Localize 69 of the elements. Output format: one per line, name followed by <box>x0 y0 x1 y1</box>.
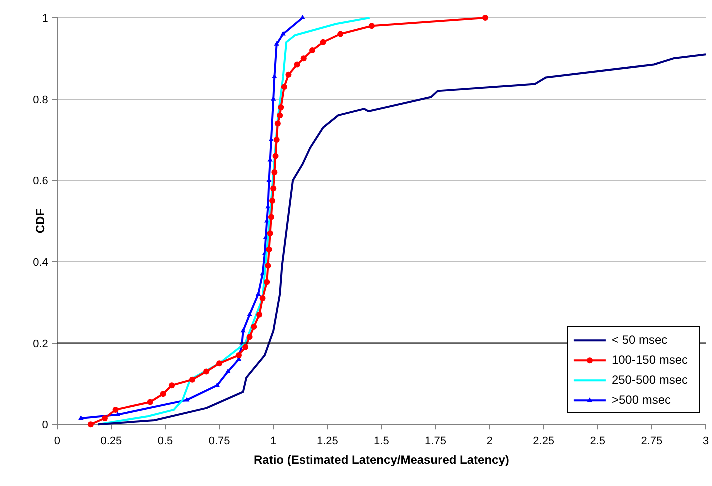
point <box>270 186 277 192</box>
point <box>368 23 375 30</box>
point <box>264 279 270 286</box>
point <box>278 104 284 110</box>
point <box>102 416 108 422</box>
point <box>310 48 316 54</box>
point <box>204 368 210 375</box>
x-tick-label: 3 <box>702 436 710 448</box>
point <box>274 41 280 46</box>
y-tick-label: 0.4 <box>33 256 48 269</box>
point <box>236 352 242 358</box>
point <box>294 62 300 68</box>
x-tick-label: 0.5 <box>158 436 174 448</box>
point <box>246 334 253 340</box>
y-axis-title: CDF <box>34 208 48 234</box>
x-tick-label: 2.75 <box>641 436 663 448</box>
point <box>300 56 307 62</box>
point <box>265 263 272 270</box>
point <box>277 112 284 119</box>
point <box>482 15 488 21</box>
x-axis-title: Ratio (Estimated Latency/Measured Latency) <box>254 453 510 468</box>
y-tick-label: 0.8 <box>33 94 48 106</box>
point <box>160 391 166 398</box>
point <box>112 406 119 413</box>
x-tick-label: 0.25 <box>100 436 122 448</box>
point <box>300 15 306 20</box>
x-tick-label: 0 <box>54 436 60 448</box>
point <box>272 170 278 176</box>
point <box>256 312 263 318</box>
point <box>147 399 154 406</box>
point <box>190 376 196 383</box>
legend-label: 100-150 msec <box>612 352 688 367</box>
point <box>168 382 175 389</box>
point <box>280 31 286 36</box>
point <box>240 328 246 333</box>
point <box>115 412 121 416</box>
x-tick-label: 1.5 <box>374 436 390 448</box>
point <box>251 324 258 330</box>
y-tick-label: 0.6 <box>33 176 48 188</box>
point <box>247 312 252 316</box>
point <box>274 136 280 143</box>
point <box>272 153 279 160</box>
point <box>266 246 272 253</box>
point <box>338 31 344 38</box>
x-tick-label: 2.5 <box>590 436 606 448</box>
point <box>270 198 276 204</box>
point <box>242 344 248 350</box>
point <box>78 416 84 420</box>
point <box>281 84 288 90</box>
x-tick-label: 1 <box>270 436 277 448</box>
point <box>267 230 274 236</box>
point <box>274 120 281 127</box>
x-tick-label: 2 <box>486 436 493 448</box>
point <box>286 72 292 78</box>
x-tick-label: 1.25 <box>316 436 338 448</box>
y-tick-label: 1 <box>42 13 48 25</box>
point <box>88 422 94 428</box>
legend-label: < 50 msec <box>612 332 668 347</box>
y-tick-label: 0.2 <box>33 338 48 350</box>
point <box>320 39 326 46</box>
point <box>260 296 266 302</box>
y-tick-label: 0 <box>42 420 48 432</box>
x-tick-label: 0.75 <box>208 436 230 448</box>
point <box>216 360 223 367</box>
legend-label: 250-500 msec <box>612 372 688 387</box>
point <box>268 214 274 220</box>
x-tick-label: 1.75 <box>425 436 446 448</box>
x-tick-label: 2.25 <box>533 436 555 448</box>
legend-label: >500 msec <box>612 392 672 407</box>
